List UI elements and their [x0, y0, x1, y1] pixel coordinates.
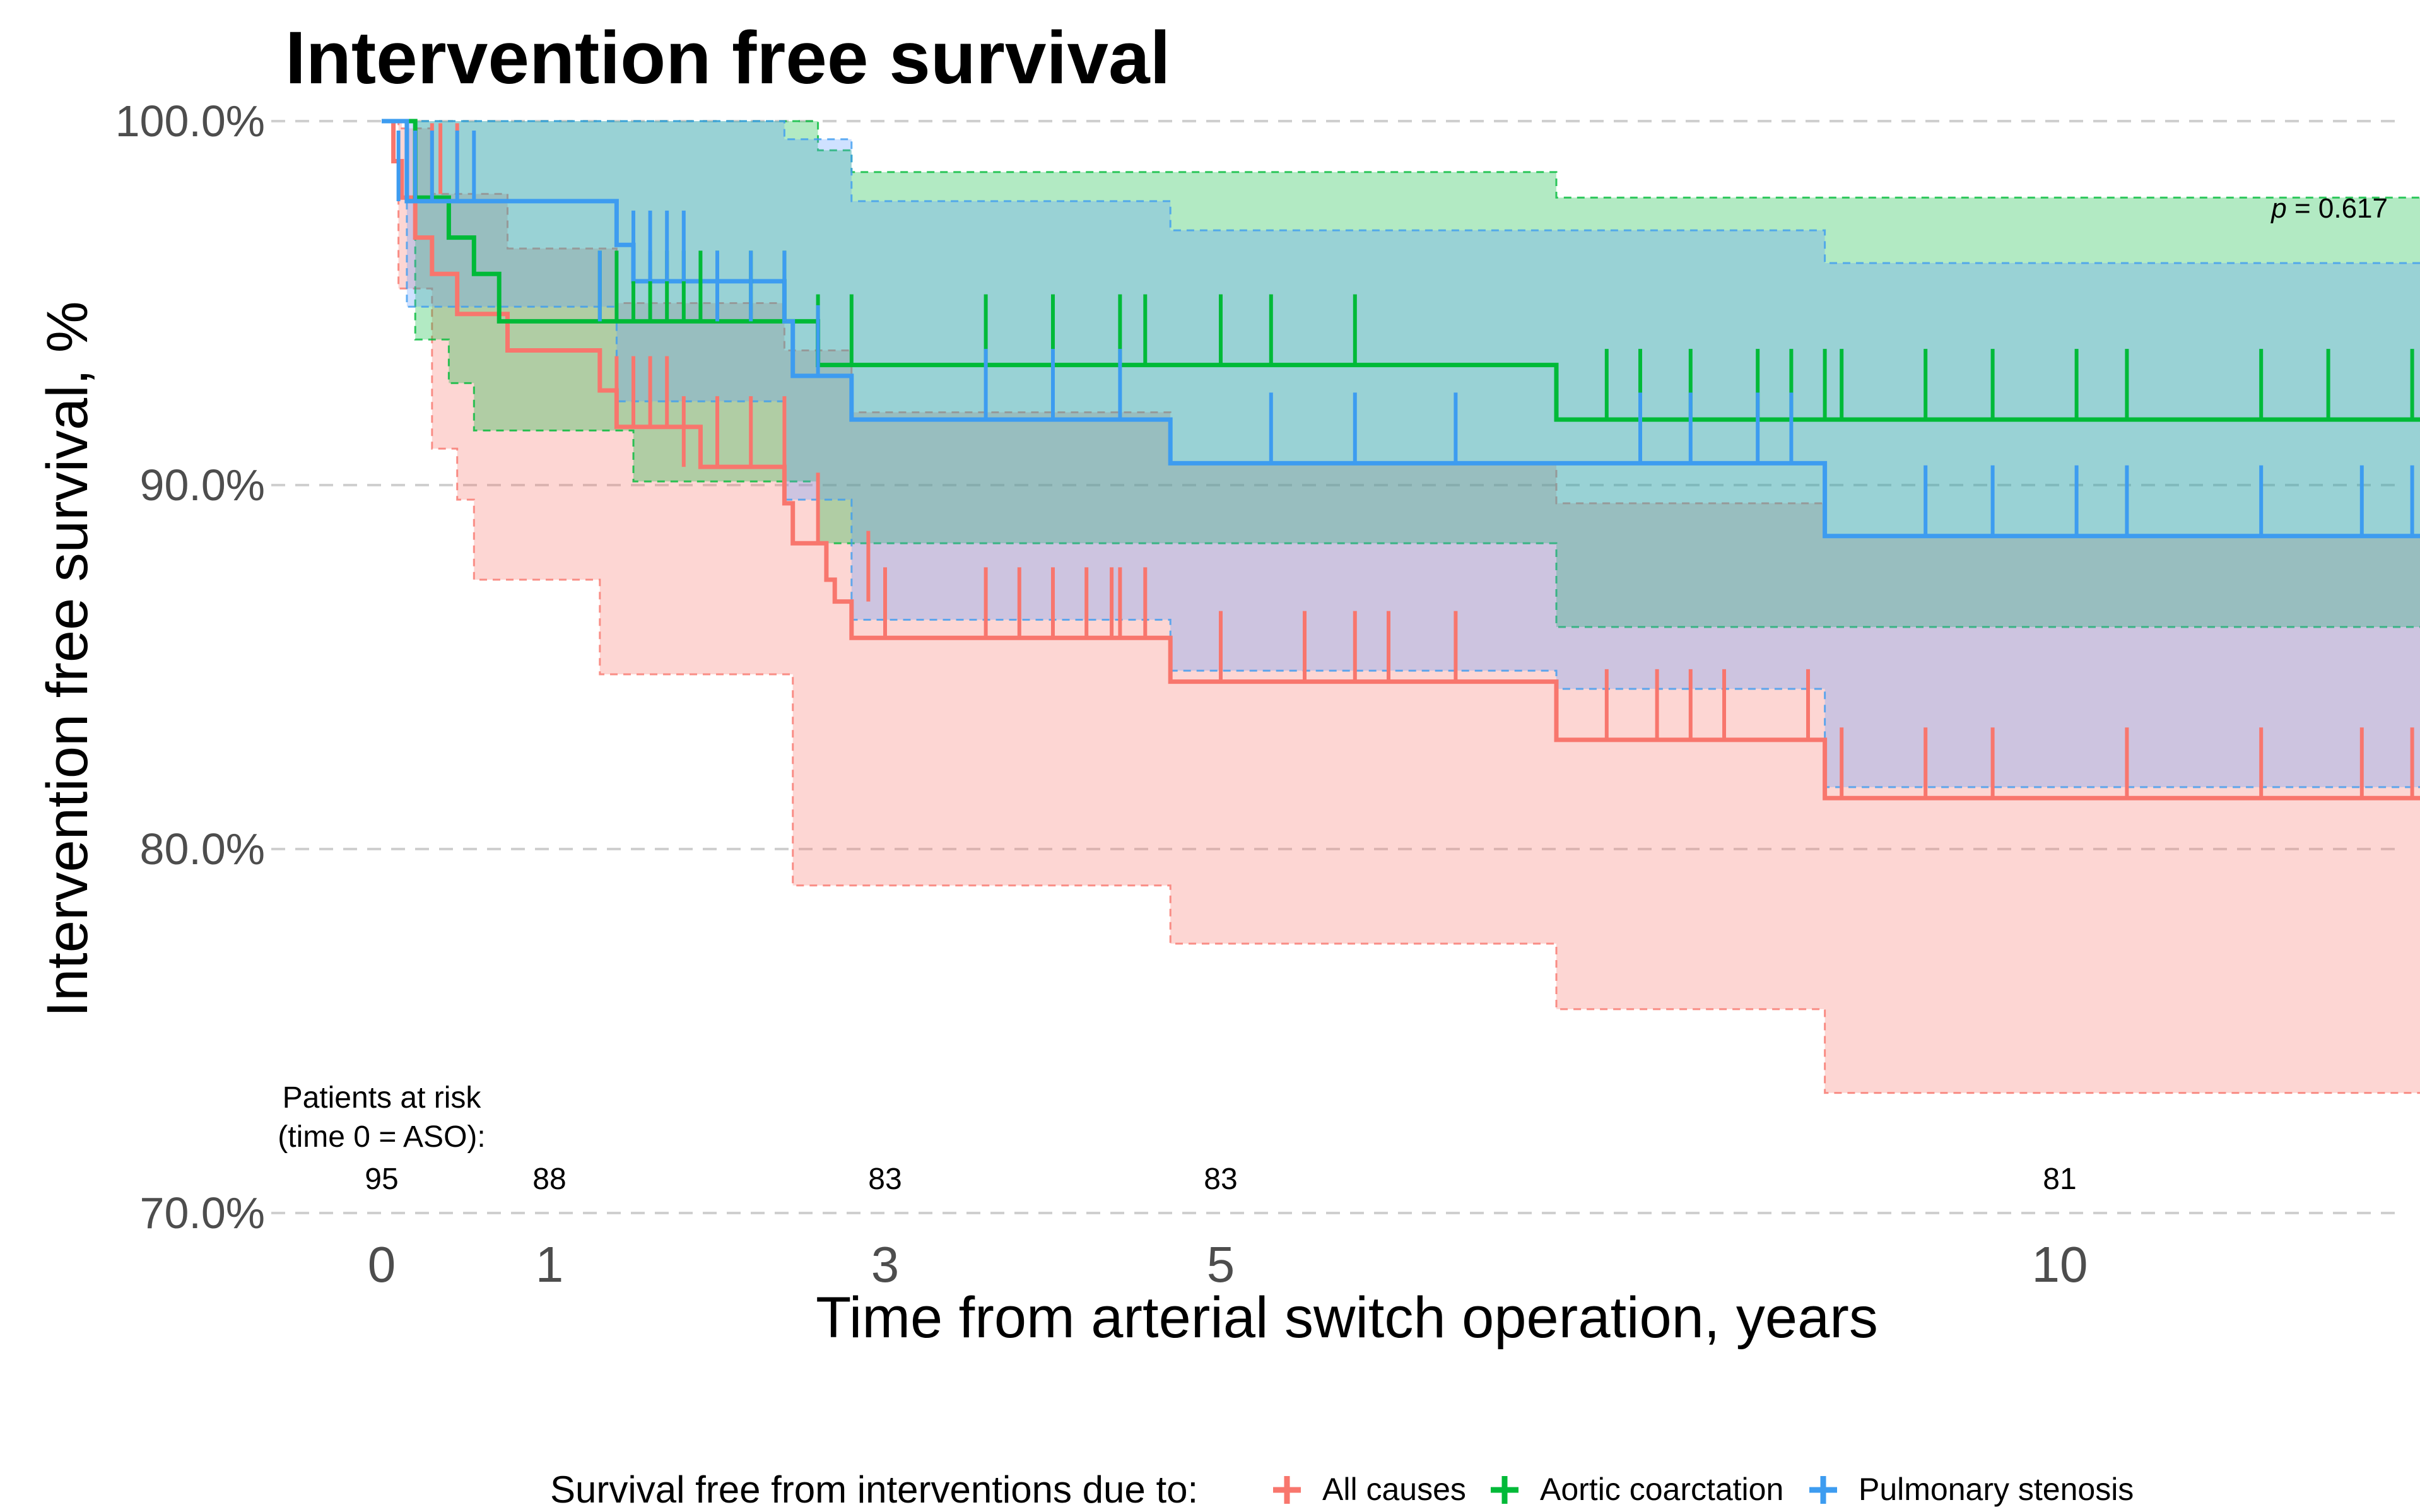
risk-count: 88	[532, 1163, 566, 1196]
p-value: p = 0.617	[2270, 193, 2388, 224]
ci-upper-pulmonary-stenosis	[382, 120, 2420, 264]
legend-label: All causes	[1322, 1472, 1466, 1507]
km-curve-pulmonary-stenosis	[382, 119, 2420, 539]
ci-band-all-causes	[382, 121, 2420, 1093]
y-tick-label: 80.0%	[140, 824, 265, 874]
y-axis-ticks: 70.0% 80.0% 90.0% 100.0%	[115, 97, 265, 1238]
x-tick-label: 5	[1207, 1236, 1235, 1292]
legend-item-all-causes: All causes	[1273, 1472, 1466, 1507]
p-value-symbol: p	[2270, 193, 2286, 224]
risk-table-title-line1: Patients at risk	[283, 1081, 482, 1115]
ci-band-aortic-coarctation	[382, 121, 2420, 627]
x-tick-label: 10	[2032, 1236, 2088, 1292]
risk-count: 83	[1204, 1163, 1237, 1196]
km-curve-aortic-coarctation	[382, 119, 2420, 422]
x-tick-label: 3	[871, 1236, 900, 1292]
ci-lower-aortic-coarctation	[382, 120, 2420, 628]
x-axis-ticks: 0135101520	[368, 1236, 2088, 1292]
chart-title: Intervention free survival	[285, 16, 1170, 100]
ci-lower-all-causes	[382, 120, 2420, 1094]
y-tick-label: 90.0%	[140, 460, 265, 510]
legend-label: Pulmonary stenosis	[1859, 1472, 2134, 1507]
legend-item-pulmonary-stenosis: Pulmonary stenosis	[1809, 1472, 2134, 1507]
km-curve-all-causes	[382, 119, 2420, 800]
p-value-text: = 0.617	[2287, 193, 2388, 224]
legend-label: Aortic coarctation	[1540, 1472, 1783, 1507]
x-tick-label: 1	[536, 1236, 564, 1292]
confidence-bands	[382, 120, 2420, 1094]
survival-curves	[382, 119, 2420, 800]
x-tick-label: 0	[368, 1236, 396, 1292]
legend-title: Survival free from interventions due to:	[550, 1468, 1198, 1511]
risk-count: 83	[868, 1163, 902, 1196]
ci-band-pulmonary-stenosis	[382, 121, 2420, 787]
legend-item-aortic-coarctation: Aortic coarctation	[1491, 1472, 1783, 1507]
x-axis-label: Time from arterial switch operation, yea…	[816, 1286, 1878, 1350]
risk-count: 95	[365, 1163, 398, 1196]
risk-count: 81	[2043, 1163, 2076, 1196]
legend: Survival free from interventions due to:…	[550, 1468, 2134, 1511]
censor-marks	[396, 123, 2414, 799]
y-axis-label: Intervention free survival, %	[35, 301, 100, 1017]
y-tick-label: 100.0%	[115, 97, 265, 146]
y-tick-label: 70.0%	[140, 1188, 265, 1238]
risk-table-numbers: 95888383818181	[365, 1163, 2076, 1196]
risk-table-title-line2: (time 0 = ASO):	[278, 1120, 485, 1154]
grid-lines	[271, 120, 2404, 1214]
